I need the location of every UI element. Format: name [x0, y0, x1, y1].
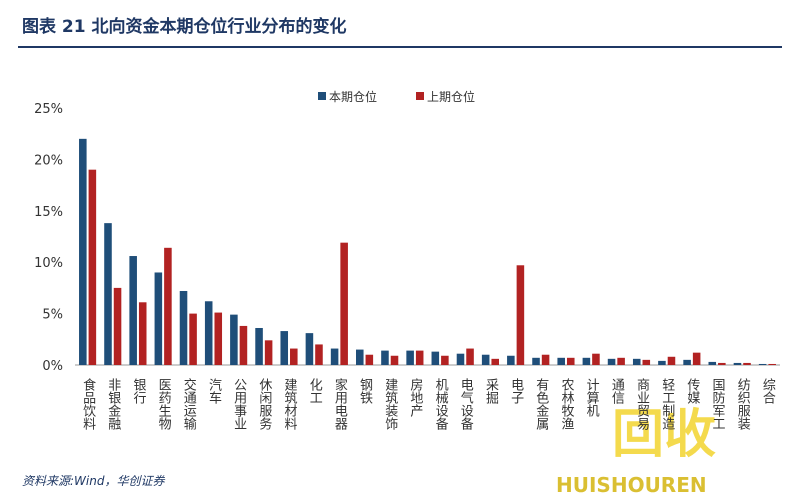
bar	[758, 363, 767, 365]
x-tick-label: 农林牧渔	[558, 378, 574, 430]
y-tick-label: 5%	[42, 308, 63, 323]
x-tick-label: 有色金属	[533, 378, 549, 431]
bar	[138, 302, 147, 365]
bar	[632, 358, 641, 365]
x-tick-label: 家用电器	[332, 377, 348, 431]
bar	[239, 325, 248, 365]
bar	[204, 301, 213, 365]
bar	[390, 355, 399, 365]
bar	[340, 242, 348, 365]
bar	[743, 362, 751, 365]
x-tick-label: 钢铁	[357, 378, 373, 404]
bar	[692, 352, 701, 365]
x-tick-label: 休闲服务	[256, 378, 272, 430]
bar	[179, 290, 188, 365]
bar	[481, 354, 490, 365]
source: 资料来源:Wind，华创证券	[22, 474, 165, 488]
x-tick-label: 通信	[609, 378, 625, 404]
bar	[154, 272, 163, 365]
bar	[516, 265, 525, 365]
bar	[431, 351, 440, 365]
bar	[164, 247, 172, 365]
bar	[381, 350, 389, 365]
x-tick-label: 房地产	[407, 377, 423, 418]
x-tick-label: 公用事业	[231, 378, 247, 430]
x-tick-label: 传媒	[684, 378, 700, 404]
legend-label: 本期仓位	[329, 89, 377, 104]
x-tick-label: 机械设备	[433, 378, 449, 431]
bar	[768, 363, 776, 365]
bar	[189, 313, 197, 365]
bar	[592, 353, 600, 365]
x-tick-label: 医药生物	[156, 378, 172, 431]
bar	[456, 353, 465, 365]
legend-swatch	[416, 92, 424, 100]
bar	[667, 356, 676, 365]
y-tick-label: 20%	[34, 153, 63, 168]
bar	[214, 312, 223, 365]
bar	[365, 354, 374, 365]
bar	[406, 350, 414, 365]
x-tick-label: 轻工制造	[659, 378, 675, 431]
x-tick-label: 计算机	[584, 378, 600, 418]
bar	[532, 357, 540, 365]
x-tick-label: 国防军工	[710, 378, 726, 430]
bar	[582, 357, 591, 365]
bar	[230, 314, 238, 365]
x-tick-label: 电子	[508, 378, 524, 404]
x-tick-label: 综合	[760, 378, 776, 404]
x-tick-label: 交通运输	[181, 377, 197, 430]
bar	[557, 357, 565, 365]
bar	[305, 333, 314, 365]
y-tick-label: 10%	[34, 256, 63, 271]
bar	[415, 350, 424, 365]
y-tick-label: 25%	[34, 102, 63, 117]
bar	[330, 348, 339, 365]
bar	[441, 355, 449, 365]
legend-swatch	[318, 92, 326, 100]
bar	[642, 359, 651, 365]
y-tick-label: 0%	[42, 359, 63, 374]
bar	[607, 358, 616, 365]
bar	[733, 362, 742, 365]
legend-label: 上期仓位	[427, 89, 475, 104]
bar	[290, 348, 298, 365]
bar	[683, 359, 691, 365]
x-tick-label: 纺织服装	[735, 378, 751, 430]
bar	[566, 357, 575, 365]
x-tick-label: 非银金融	[105, 378, 121, 430]
bar	[88, 169, 97, 365]
x-tick-label: 建筑材料	[282, 378, 298, 430]
bar	[79, 138, 87, 365]
bar	[466, 348, 474, 365]
bar	[507, 355, 515, 365]
bar	[113, 287, 122, 365]
x-tick-label: 采掘	[483, 378, 499, 404]
bar	[280, 331, 289, 365]
bar	[315, 344, 323, 365]
y-tick-label: 15%	[34, 205, 63, 220]
bar	[264, 340, 273, 365]
bar	[255, 327, 263, 365]
bar	[708, 361, 717, 365]
bar	[129, 256, 137, 365]
watermark-sub: HUISHOUREN	[556, 473, 707, 497]
x-tick-label: 化工	[307, 378, 323, 404]
x-tick-label: 食品饮料	[80, 377, 96, 430]
x-tick-label: 电气设备	[458, 378, 474, 431]
x-tick-label: 建筑装饰	[382, 378, 398, 430]
x-tick-label: 银行	[130, 378, 146, 405]
bar	[658, 360, 666, 365]
bar	[491, 358, 499, 365]
x-tick-label: 商业贸易	[634, 378, 650, 431]
bar	[718, 362, 726, 365]
bar	[356, 349, 364, 365]
chart-title: 图表 21 北向资金本期仓位行业分布的变化	[22, 16, 347, 37]
bar	[617, 357, 625, 365]
bar	[541, 354, 550, 365]
watermark: 回收	[612, 405, 716, 465]
x-tick-label: 汽车	[206, 378, 222, 404]
bar	[104, 223, 112, 365]
